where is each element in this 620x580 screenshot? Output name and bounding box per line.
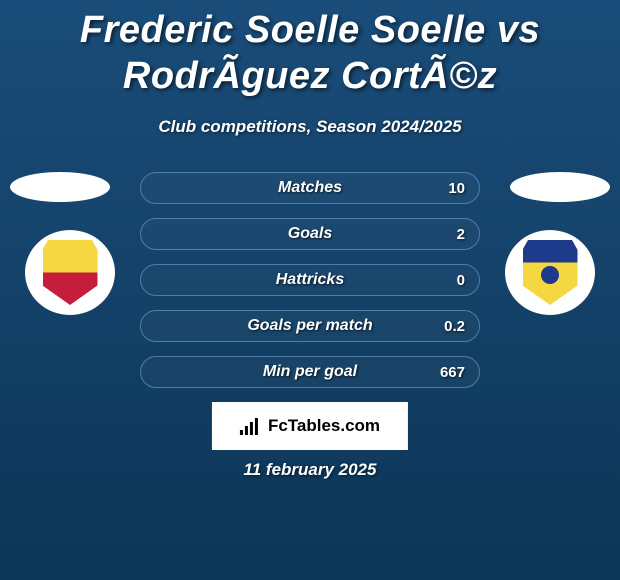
player-avatar-right — [510, 172, 610, 202]
club-badge-right — [505, 230, 595, 315]
stat-value-right: 0 — [457, 265, 465, 295]
page-title: Frederic Soelle Soelle vs RodrÃ­guez Cor… — [0, 0, 620, 99]
stat-label: Hattricks — [141, 265, 479, 295]
subtitle: Club competitions, Season 2024/2025 — [0, 117, 620, 137]
stat-label: Min per goal — [141, 357, 479, 387]
club-crest-union — [523, 240, 578, 305]
stat-label: Goals per match — [141, 311, 479, 341]
date-label: 11 february 2025 — [0, 460, 620, 480]
stat-value-right: 0.2 — [444, 311, 465, 341]
stat-value-right: 2 — [457, 219, 465, 249]
stat-label: Goals — [141, 219, 479, 249]
stat-value-right: 10 — [448, 173, 465, 203]
stat-row-goals: Goals 2 — [140, 218, 480, 250]
club-crest-mechelen — [43, 240, 98, 305]
brand-box[interactable]: FcTables.com — [212, 402, 408, 450]
stat-row-hattricks: Hattricks 0 — [140, 264, 480, 296]
stat-row-min-per-goal: Min per goal 667 — [140, 356, 480, 388]
stat-row-goals-per-match: Goals per match 0.2 — [140, 310, 480, 342]
stat-label: Matches — [141, 173, 479, 203]
player-avatar-left — [10, 172, 110, 202]
brand-chart-icon — [240, 417, 262, 435]
club-badge-left — [25, 230, 115, 315]
stat-value-right: 667 — [440, 357, 465, 387]
stat-row-matches: Matches 10 — [140, 172, 480, 204]
stats-container: Matches 10 Goals 2 Hattricks 0 Goals per… — [140, 172, 480, 402]
brand-text: FcTables.com — [268, 416, 380, 436]
